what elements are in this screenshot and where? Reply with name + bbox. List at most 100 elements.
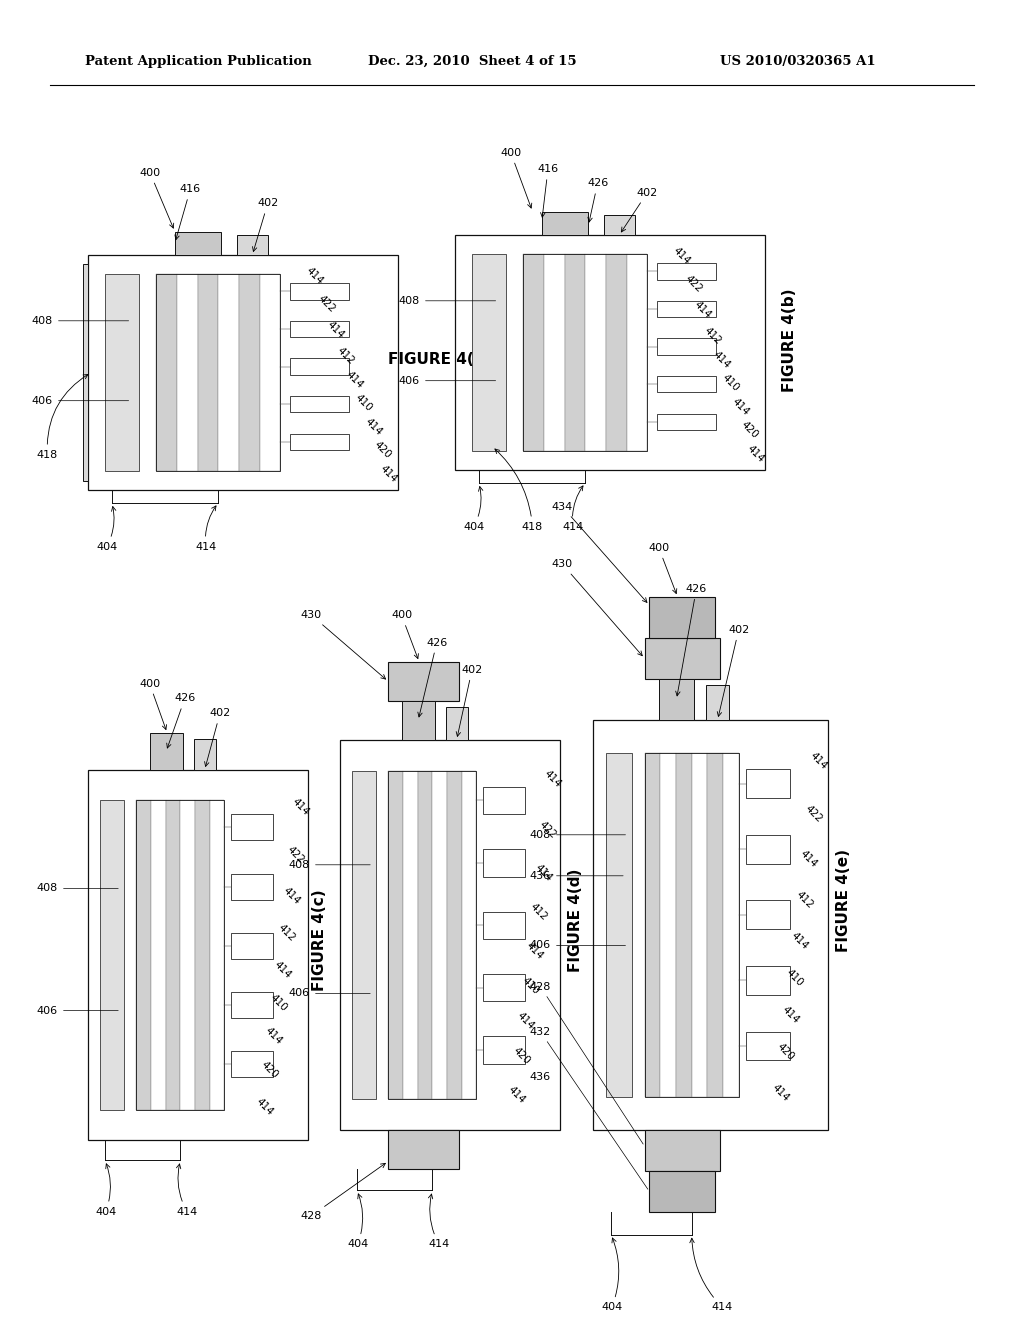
Bar bbox=[231, 933, 272, 958]
Bar bbox=[210, 800, 224, 1110]
Text: 414: 414 bbox=[196, 506, 216, 552]
Bar bbox=[231, 993, 272, 1018]
Text: 426: 426 bbox=[676, 583, 707, 696]
Text: 406: 406 bbox=[529, 940, 626, 950]
Text: 400: 400 bbox=[391, 610, 419, 659]
Text: 414: 414 bbox=[344, 370, 366, 391]
Text: 406: 406 bbox=[399, 376, 496, 385]
Bar bbox=[462, 771, 476, 1098]
Text: 402: 402 bbox=[253, 198, 279, 251]
Bar bbox=[745, 770, 791, 797]
Bar bbox=[231, 874, 272, 899]
Bar bbox=[237, 235, 268, 255]
Bar bbox=[656, 376, 716, 392]
Bar bbox=[645, 1130, 720, 1171]
Text: 420: 420 bbox=[259, 1059, 280, 1080]
Bar bbox=[290, 321, 348, 337]
Bar bbox=[157, 273, 177, 471]
Text: 406: 406 bbox=[289, 989, 371, 998]
Text: 414: 414 bbox=[711, 348, 732, 370]
Bar bbox=[483, 1036, 525, 1064]
Bar bbox=[83, 264, 88, 480]
Text: 412: 412 bbox=[701, 326, 723, 347]
Bar bbox=[388, 771, 403, 1098]
Text: 412: 412 bbox=[276, 923, 298, 944]
Bar bbox=[745, 900, 791, 929]
Text: 414: 414 bbox=[281, 886, 302, 907]
Bar bbox=[564, 253, 585, 451]
Bar bbox=[656, 263, 716, 280]
Text: 430: 430 bbox=[301, 610, 386, 678]
Bar bbox=[523, 253, 647, 451]
Text: 414: 414 bbox=[362, 416, 384, 437]
Bar bbox=[194, 739, 216, 770]
Text: 422: 422 bbox=[286, 845, 306, 866]
Bar bbox=[231, 1051, 272, 1077]
Text: 408: 408 bbox=[37, 883, 118, 894]
Bar bbox=[523, 253, 544, 451]
Text: 420: 420 bbox=[372, 440, 393, 461]
Bar bbox=[290, 284, 348, 300]
Bar bbox=[445, 706, 468, 741]
Bar bbox=[418, 771, 432, 1098]
Text: 414: 414 bbox=[542, 768, 563, 789]
Bar bbox=[195, 800, 210, 1110]
Text: 414: 414 bbox=[524, 940, 545, 961]
Text: 402: 402 bbox=[205, 709, 230, 767]
Bar bbox=[403, 771, 418, 1098]
Bar bbox=[150, 733, 182, 770]
Bar bbox=[606, 752, 632, 1097]
Text: 404: 404 bbox=[463, 487, 484, 532]
Text: 410: 410 bbox=[353, 392, 375, 413]
Bar bbox=[340, 741, 560, 1130]
Text: 400: 400 bbox=[501, 148, 531, 209]
Text: 414: 414 bbox=[378, 463, 399, 484]
Bar bbox=[352, 771, 376, 1098]
Text: 410: 410 bbox=[267, 993, 289, 1014]
Bar bbox=[604, 215, 635, 235]
Text: 432: 432 bbox=[529, 1027, 648, 1189]
Bar bbox=[691, 752, 708, 1097]
Bar bbox=[593, 719, 828, 1130]
Text: FIGURE 4(d): FIGURE 4(d) bbox=[567, 869, 583, 972]
Bar bbox=[627, 253, 647, 451]
Bar bbox=[136, 800, 224, 1110]
Bar bbox=[290, 359, 348, 375]
Text: FIGURE 4(c): FIGURE 4(c) bbox=[312, 890, 328, 991]
Text: FIGURE 4(b): FIGURE 4(b) bbox=[782, 288, 798, 392]
Bar bbox=[105, 273, 139, 471]
Text: 436: 436 bbox=[529, 1072, 551, 1081]
Bar bbox=[447, 771, 462, 1098]
Text: 422: 422 bbox=[803, 804, 824, 825]
Bar bbox=[660, 752, 676, 1097]
Bar bbox=[542, 211, 589, 235]
Text: 402: 402 bbox=[717, 624, 750, 717]
Text: 420: 420 bbox=[775, 1041, 796, 1063]
Text: US 2010/0320365 A1: US 2010/0320365 A1 bbox=[720, 55, 876, 69]
Bar bbox=[259, 273, 281, 471]
Bar bbox=[166, 800, 180, 1110]
Text: 414: 414 bbox=[562, 486, 584, 532]
Text: 412: 412 bbox=[335, 346, 355, 367]
Bar bbox=[152, 800, 166, 1110]
Bar bbox=[388, 663, 459, 701]
Text: 414: 414 bbox=[729, 396, 751, 417]
Bar bbox=[388, 771, 476, 1098]
Text: 414: 414 bbox=[254, 1096, 275, 1117]
Text: 414: 414 bbox=[779, 1005, 801, 1026]
Text: 414: 414 bbox=[745, 444, 766, 465]
Bar bbox=[175, 231, 221, 255]
Text: Dec. 23, 2010  Sheet 4 of 15: Dec. 23, 2010 Sheet 4 of 15 bbox=[368, 55, 577, 69]
Bar bbox=[180, 800, 195, 1110]
Text: 414: 414 bbox=[532, 862, 554, 883]
Text: 412: 412 bbox=[794, 890, 815, 911]
Bar bbox=[649, 1171, 715, 1212]
Text: 428: 428 bbox=[529, 982, 643, 1144]
Text: 412: 412 bbox=[528, 902, 550, 923]
Text: 400: 400 bbox=[648, 543, 677, 594]
Text: 408: 408 bbox=[529, 830, 626, 840]
Text: 414: 414 bbox=[428, 1195, 450, 1249]
Bar bbox=[290, 433, 348, 450]
Text: 404: 404 bbox=[601, 1238, 623, 1312]
Text: 410: 410 bbox=[720, 372, 741, 393]
